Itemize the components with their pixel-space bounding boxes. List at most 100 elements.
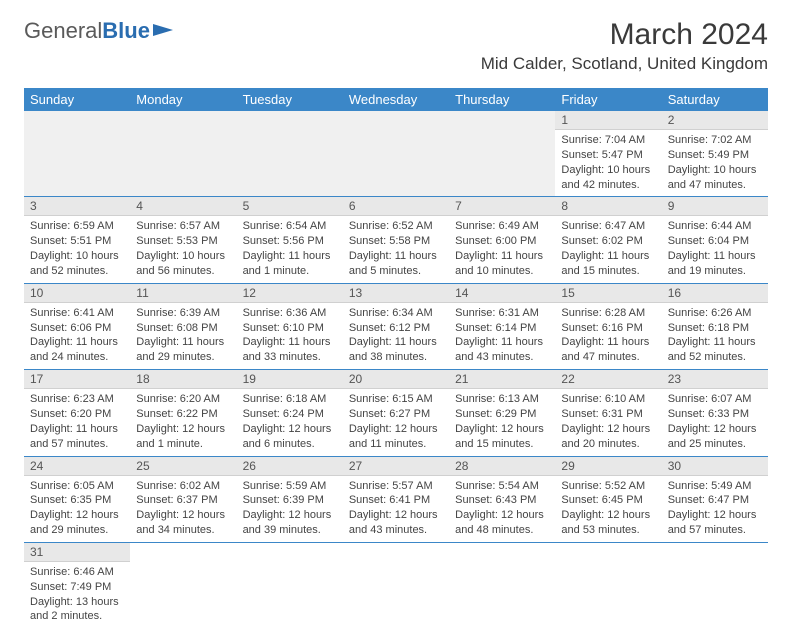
detail-line: Sunset: 6:06 PM bbox=[30, 321, 124, 336]
detail-line: Sunrise: 6:39 AM bbox=[136, 306, 230, 321]
logo-text-1: General bbox=[24, 18, 102, 44]
calendar-cell: 8Sunrise: 6:47 AMSunset: 6:02 PMDaylight… bbox=[555, 197, 661, 283]
detail-line: Sunset: 6:39 PM bbox=[243, 493, 337, 508]
detail-line: and 34 minutes. bbox=[136, 523, 230, 538]
detail-line: and 39 minutes. bbox=[243, 523, 337, 538]
day-details: Sunrise: 6:39 AMSunset: 6:08 PMDaylight:… bbox=[130, 303, 236, 369]
detail-line: and 57 minutes. bbox=[30, 437, 124, 452]
detail-line: Sunset: 6:12 PM bbox=[349, 321, 443, 336]
day-number: 3 bbox=[24, 197, 130, 216]
detail-line: and 20 minutes. bbox=[561, 437, 655, 452]
detail-line: and 19 minutes. bbox=[668, 264, 762, 279]
day-details: Sunrise: 6:02 AMSunset: 6:37 PMDaylight:… bbox=[130, 476, 236, 542]
detail-line: Sunrise: 5:57 AM bbox=[349, 479, 443, 494]
detail-line: Sunset: 6:41 PM bbox=[349, 493, 443, 508]
detail-line: Sunset: 6:24 PM bbox=[243, 407, 337, 422]
day-number: 4 bbox=[130, 197, 236, 216]
day-details: Sunrise: 6:28 AMSunset: 6:16 PMDaylight:… bbox=[555, 303, 661, 369]
day-details: Sunrise: 6:52 AMSunset: 5:58 PMDaylight:… bbox=[343, 216, 449, 282]
day-details: Sunrise: 6:13 AMSunset: 6:29 PMDaylight:… bbox=[449, 389, 555, 455]
detail-line: Daylight: 11 hours bbox=[455, 335, 549, 350]
calendar-cell: 3Sunrise: 6:59 AMSunset: 5:51 PMDaylight… bbox=[24, 197, 130, 283]
detail-line: Sunrise: 6:07 AM bbox=[668, 392, 762, 407]
calendar-cell: 29Sunrise: 5:52 AMSunset: 6:45 PMDayligh… bbox=[555, 456, 661, 542]
detail-line: Sunrise: 5:49 AM bbox=[668, 479, 762, 494]
detail-line: Sunset: 6:18 PM bbox=[668, 321, 762, 336]
weekday-header: Sunday bbox=[24, 88, 130, 111]
detail-line: Sunrise: 6:54 AM bbox=[243, 219, 337, 234]
day-details: Sunrise: 6:20 AMSunset: 6:22 PMDaylight:… bbox=[130, 389, 236, 455]
day-number: 25 bbox=[130, 457, 236, 476]
calendar-cell: 27 Sunrise: 5:57 AMSunset: 6:41 PMDayligh… bbox=[343, 456, 449, 542]
calendar-cell bbox=[662, 542, 768, 628]
calendar-cell: 20Sunrise: 6:15 AMSunset: 6:27 PMDayligh… bbox=[343, 370, 449, 456]
calendar-cell bbox=[130, 542, 236, 628]
day-number: 20 bbox=[343, 370, 449, 389]
detail-line: Sunrise: 6:47 AM bbox=[561, 219, 655, 234]
detail-line: and 43 minutes. bbox=[455, 350, 549, 365]
detail-line: and 29 minutes. bbox=[136, 350, 230, 365]
detail-line: and 1 minute. bbox=[136, 437, 230, 452]
detail-line: and 6 minutes. bbox=[243, 437, 337, 452]
weekday-header: Thursday bbox=[449, 88, 555, 111]
day-number: 5 bbox=[237, 197, 343, 216]
detail-line: Sunset: 6:14 PM bbox=[455, 321, 549, 336]
detail-line: Daylight: 12 hours bbox=[243, 422, 337, 437]
calendar-cell: 2Sunrise: 7:02 AMSunset: 5:49 PMDaylight… bbox=[662, 111, 768, 197]
detail-line: and 29 minutes. bbox=[30, 523, 124, 538]
detail-line: Sunset: 6:35 PM bbox=[30, 493, 124, 508]
day-details: Sunrise: 6:36 AMSunset: 6:10 PMDaylight:… bbox=[237, 303, 343, 369]
day-number: 21 bbox=[449, 370, 555, 389]
day-details: Sunrise: 6:26 AMSunset: 6:18 PMDaylight:… bbox=[662, 303, 768, 369]
calendar-cell bbox=[24, 111, 130, 197]
detail-line: Daylight: 12 hours bbox=[30, 508, 124, 523]
calendar-cell: 26Sunrise: 5:59 AMSunset: 6:39 PMDayligh… bbox=[237, 456, 343, 542]
detail-line: Sunrise: 6:59 AM bbox=[30, 219, 124, 234]
day-details: Sunrise: 6:54 AMSunset: 5:56 PMDaylight:… bbox=[237, 216, 343, 282]
calendar-cell: 6Sunrise: 6:52 AMSunset: 5:58 PMDaylight… bbox=[343, 197, 449, 283]
day-number: 27 bbox=[343, 457, 449, 476]
detail-line: Daylight: 11 hours bbox=[30, 335, 124, 350]
day-number: 2 bbox=[662, 111, 768, 130]
detail-line: Sunset: 6:20 PM bbox=[30, 407, 124, 422]
day-number: 18 bbox=[130, 370, 236, 389]
day-number: 31 bbox=[24, 543, 130, 562]
detail-line: Sunrise: 6:28 AM bbox=[561, 306, 655, 321]
detail-line: Daylight: 13 hours bbox=[30, 595, 124, 610]
detail-line: Daylight: 12 hours bbox=[136, 422, 230, 437]
day-details: Sunrise: 6:41 AMSunset: 6:06 PMDaylight:… bbox=[24, 303, 130, 369]
detail-line: and 1 minute. bbox=[243, 264, 337, 279]
day-number: 6 bbox=[343, 197, 449, 216]
day-details: Sunrise: 6:47 AMSunset: 6:02 PMDaylight:… bbox=[555, 216, 661, 282]
detail-line: Daylight: 11 hours bbox=[243, 249, 337, 264]
calendar-cell bbox=[237, 542, 343, 628]
detail-line: Sunset: 6:43 PM bbox=[455, 493, 549, 508]
calendar-row: 1Sunrise: 7:04 AMSunset: 5:47 PMDaylight… bbox=[24, 111, 768, 197]
day-number: 11 bbox=[130, 284, 236, 303]
calendar-row: 3Sunrise: 6:59 AMSunset: 5:51 PMDaylight… bbox=[24, 197, 768, 283]
day-details: Sunrise: 6:59 AMSunset: 5:51 PMDaylight:… bbox=[24, 216, 130, 282]
month-title: March 2024 bbox=[481, 18, 768, 52]
day-details: Sunrise: 5:49 AMSunset: 6:47 PMDaylight:… bbox=[662, 476, 768, 542]
day-number: 16 bbox=[662, 284, 768, 303]
day-details: Sunrise: 6:49 AMSunset: 6:00 PMDaylight:… bbox=[449, 216, 555, 282]
day-number: 15 bbox=[555, 284, 661, 303]
detail-line: Sunrise: 6:49 AM bbox=[455, 219, 549, 234]
day-details: Sunrise: 6:05 AMSunset: 6:35 PMDaylight:… bbox=[24, 476, 130, 542]
detail-line: Sunrise: 7:04 AM bbox=[561, 133, 655, 148]
detail-line: and 52 minutes. bbox=[668, 350, 762, 365]
day-number: 13 bbox=[343, 284, 449, 303]
day-number: 8 bbox=[555, 197, 661, 216]
detail-line: Sunset: 6:16 PM bbox=[561, 321, 655, 336]
detail-line: Daylight: 12 hours bbox=[243, 508, 337, 523]
detail-line: Sunset: 5:51 PM bbox=[30, 234, 124, 249]
day-details: Sunrise: 6:10 AMSunset: 6:31 PMDaylight:… bbox=[555, 389, 661, 455]
detail-line: Sunset: 6:27 PM bbox=[349, 407, 443, 422]
detail-line: Daylight: 10 hours bbox=[668, 163, 762, 178]
detail-line: Daylight: 12 hours bbox=[349, 508, 443, 523]
calendar-cell: 19Sunrise: 6:18 AMSunset: 6:24 PMDayligh… bbox=[237, 370, 343, 456]
day-details: Sunrise: 5:59 AMSunset: 6:39 PMDaylight:… bbox=[237, 476, 343, 542]
calendar-cell: 17Sunrise: 6:23 AMSunset: 6:20 PMDayligh… bbox=[24, 370, 130, 456]
calendar-head: SundayMondayTuesdayWednesdayThursdayFrid… bbox=[24, 88, 768, 111]
detail-line: Sunrise: 6:18 AM bbox=[243, 392, 337, 407]
